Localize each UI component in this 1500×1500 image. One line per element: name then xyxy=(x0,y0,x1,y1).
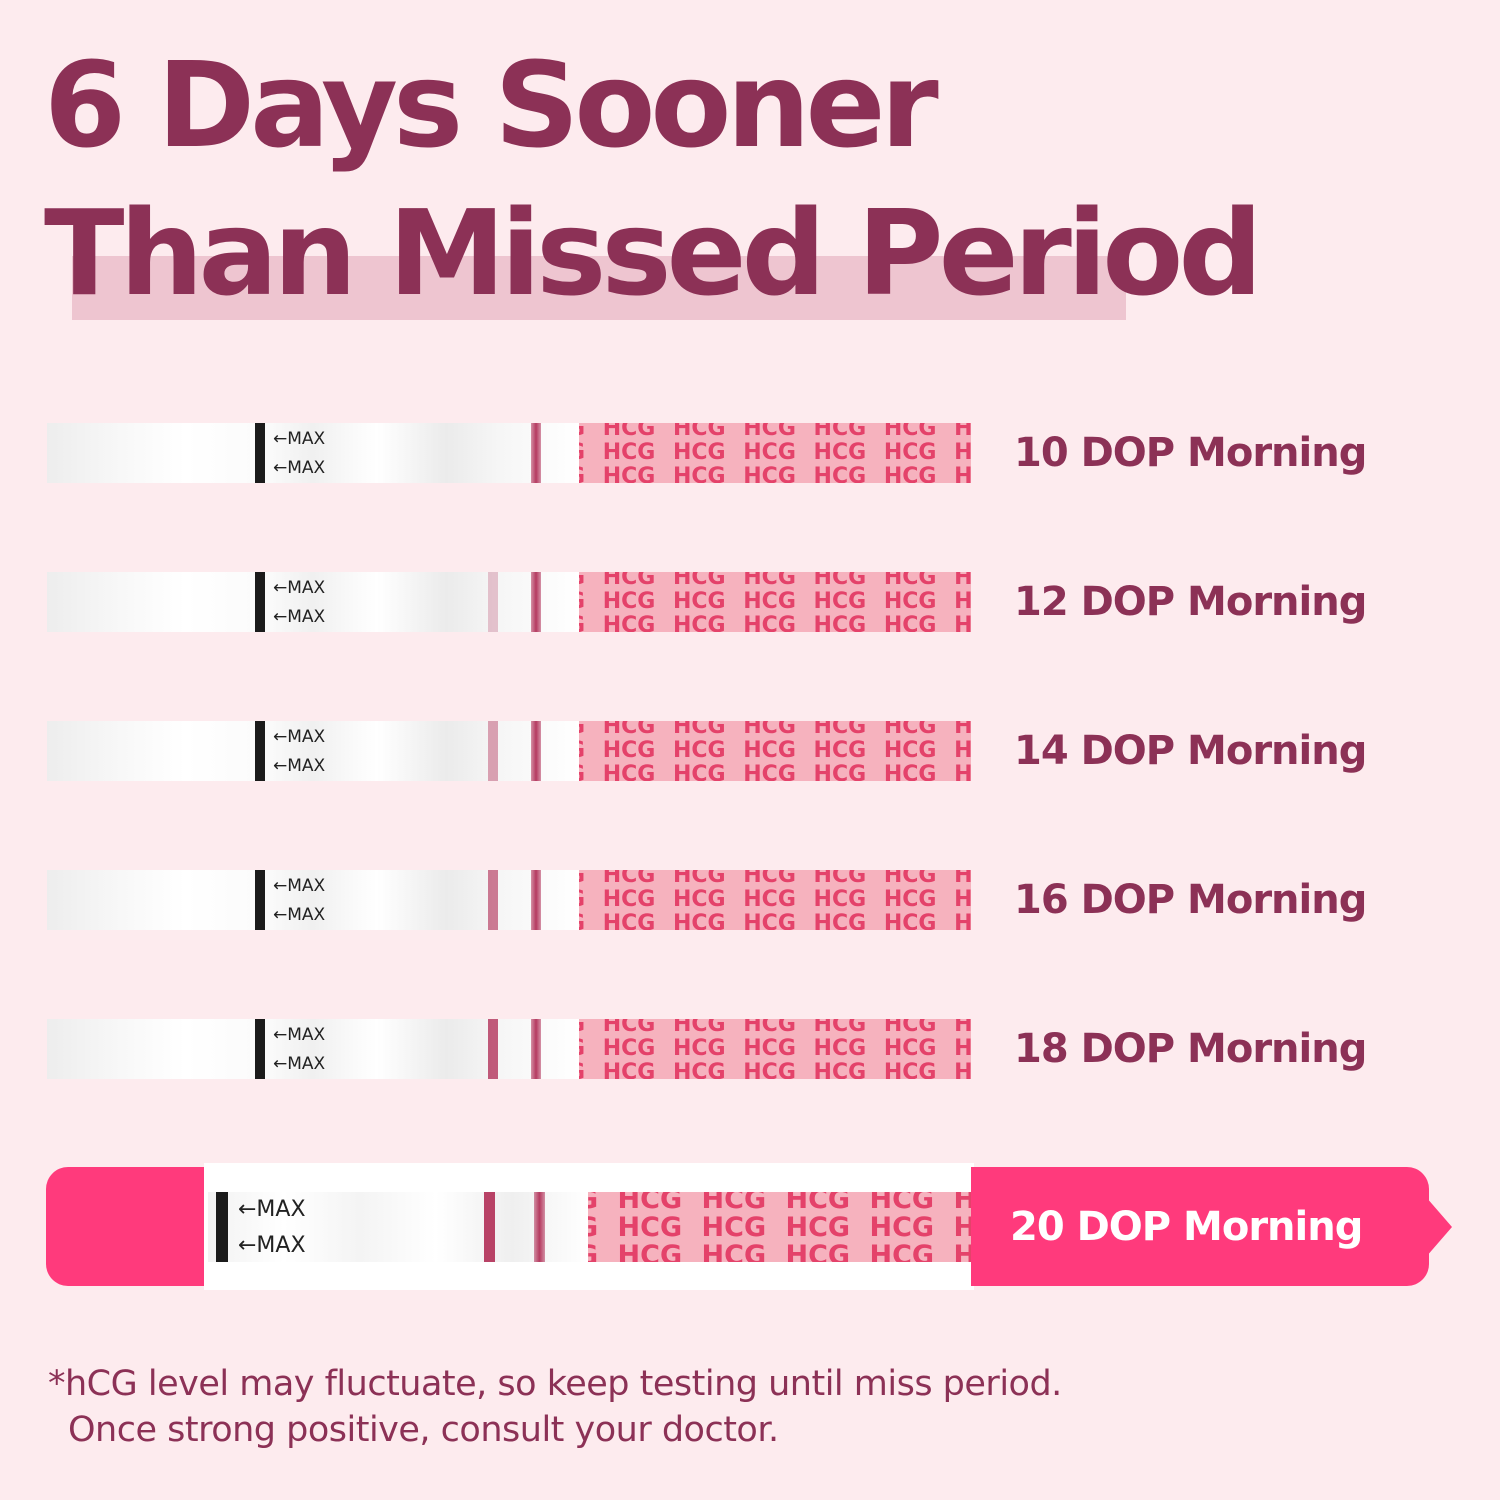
hcg-print-row: G HCG HCG HCG HCG HCG HCG HCG HCG xyxy=(579,464,971,484)
max-line-marker xyxy=(255,423,265,483)
test-strip-row: ←MAX ←MAX G HCG HCG HCG HCG HCG HCG HCG … xyxy=(47,572,971,632)
hcg-absorbent-pad: G HCG HCG HCG HCG HCG HCG HCG HCG G HCG … xyxy=(579,1019,971,1079)
max-line-marker xyxy=(255,721,265,781)
hcg-print-row: G HCG HCG HCG HCG HCG HCG HCG HCG xyxy=(588,1212,971,1243)
control-line xyxy=(531,721,541,781)
hcg-print-row: G HCG HCG HCG HCG HCG HCG HCG HCG xyxy=(579,721,971,739)
highlight-banner-left xyxy=(46,1167,208,1286)
max-label: ←MAX xyxy=(273,727,326,747)
hcg-absorbent-pad: G HCG HCG HCG HCG HCG HCG HCG HCG G HCG … xyxy=(579,572,971,632)
hcg-print-row: G HCG HCG HCG HCG HCG HCG HCG HCG xyxy=(588,1240,971,1263)
hcg-print-row: G HCG HCG HCG HCG HCG HCG HCG HCG xyxy=(579,1019,971,1037)
max-label: ←MAX xyxy=(273,756,326,776)
test-strip-row: ←MAX ←MAX G HCG HCG HCG HCG HCG HCG HCG … xyxy=(47,1019,971,1079)
test-strip: ←MAX ←MAX xyxy=(47,721,579,781)
test-day-label: 16 DOP Morning xyxy=(1014,877,1367,923)
hcg-print-row: G HCG HCG HCG HCG HCG HCG HCG HCG xyxy=(579,762,971,782)
hcg-print-row: G HCG HCG HCG HCG HCG HCG HCG HCG xyxy=(579,423,971,441)
test-line xyxy=(488,870,498,930)
max-label: ←MAX xyxy=(273,876,326,896)
max-label: ←MAX xyxy=(273,607,326,627)
test-strip: ←MAX ←MAX xyxy=(47,1019,579,1079)
control-line xyxy=(534,1192,545,1262)
control-line xyxy=(531,1019,541,1079)
headline-line-2: Than Missed Period xyxy=(44,184,1263,322)
hcg-absorbent-pad: G HCG HCG HCG HCG HCG HCG HCG HCG G HCG … xyxy=(579,870,971,930)
control-line xyxy=(531,870,541,930)
test-strip-row: ←MAX ←MAX G HCG HCG HCG HCG HCG HCG HCG … xyxy=(47,721,971,781)
test-line xyxy=(488,1019,498,1079)
test-day-label: 10 DOP Morning xyxy=(1014,430,1367,476)
max-label: ←MAX xyxy=(273,905,326,925)
test-line xyxy=(488,721,498,781)
test-line xyxy=(484,1192,495,1262)
hcg-print-row: G HCG HCG HCG HCG HCG HCG HCG HCG xyxy=(579,870,971,888)
headline-highlight-band xyxy=(72,256,1126,320)
control-line xyxy=(531,572,541,632)
footnote-line-2: Once strong positive, consult your docto… xyxy=(68,1410,779,1450)
test-strip-row: ←MAX ←MAX G HCG HCG HCG HCG HCG HCG HCG … xyxy=(47,870,971,930)
max-label: ←MAX xyxy=(273,1025,326,1045)
hcg-print-row: G HCG HCG HCG HCG HCG HCG HCG HCG xyxy=(588,1192,971,1215)
max-label: ←MAX xyxy=(273,458,326,478)
max-label: ←MAX xyxy=(238,1233,306,1258)
hcg-print-row: G HCG HCG HCG HCG HCG HCG HCG HCG xyxy=(579,572,971,590)
max-line-marker xyxy=(216,1192,228,1262)
max-line-marker xyxy=(255,870,265,930)
test-strip-row: ←MAX ←MAX G HCG HCG HCG HCG HCG HCG HCG … xyxy=(47,423,971,483)
max-label: ←MAX xyxy=(273,578,326,598)
hcg-print-row: G HCG HCG HCG HCG HCG HCG HCG HCG xyxy=(579,440,971,465)
hcg-print-row: G HCG HCG HCG HCG HCG HCG HCG HCG xyxy=(579,887,971,912)
hcg-absorbent-pad: G HCG HCG HCG HCG HCG HCG HCG HCG G HCG … xyxy=(579,721,971,781)
max-label: ←MAX xyxy=(238,1197,306,1222)
test-strip: ←MAX ←MAX xyxy=(47,423,579,483)
max-line-marker xyxy=(255,572,265,632)
hcg-print-row: G HCG HCG HCG HCG HCG HCG HCG HCG xyxy=(579,613,971,633)
hcg-print-row: G HCG HCG HCG HCG HCG HCG HCG HCG xyxy=(579,738,971,763)
test-day-label: 18 DOP Morning xyxy=(1014,1026,1367,1072)
footnote-line-1: *hCG level may fluctuate, so keep testin… xyxy=(48,1364,1062,1404)
max-line-marker xyxy=(255,1019,265,1079)
test-day-label: 14 DOP Morning xyxy=(1014,728,1367,774)
hcg-absorbent-pad: G HCG HCG HCG HCG HCG HCG HCG HCG G HCG … xyxy=(588,1192,971,1262)
max-label: ←MAX xyxy=(273,1054,326,1074)
max-label: ←MAX xyxy=(273,429,326,449)
hcg-print-row: G HCG HCG HCG HCG HCG HCG HCG HCG xyxy=(579,589,971,614)
test-strip: ←MAX ←MAX xyxy=(208,1192,588,1262)
control-line xyxy=(531,423,541,483)
test-line xyxy=(488,572,498,632)
highlight-banner-right xyxy=(971,1167,1429,1286)
hcg-print-row: G HCG HCG HCG HCG HCG HCG HCG HCG xyxy=(579,911,971,931)
hcg-print-row: G HCG HCG HCG HCG HCG HCG HCG HCG xyxy=(579,1036,971,1061)
hcg-absorbent-pad: G HCG HCG HCG HCG HCG HCG HCG HCG G HCG … xyxy=(579,423,971,483)
banner-arrow-tip xyxy=(1426,1197,1452,1257)
test-day-label: 12 DOP Morning xyxy=(1014,579,1367,625)
headline-line-1: 6 Days Sooner xyxy=(44,36,939,174)
test-strip: ←MAX ←MAX xyxy=(47,572,579,632)
highlighted-test-day-label: 20 DOP Morning xyxy=(1010,1204,1363,1250)
hcg-print-row: G HCG HCG HCG HCG HCG HCG HCG HCG xyxy=(579,1060,971,1080)
test-strip: ←MAX ←MAX xyxy=(47,870,579,930)
